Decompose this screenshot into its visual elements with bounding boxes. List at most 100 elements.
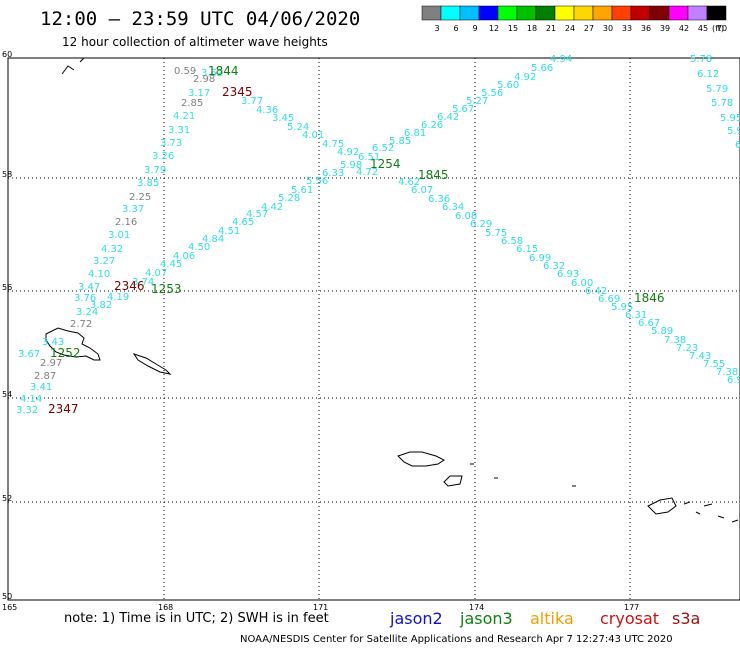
legend-swatch	[630, 5, 651, 21]
wave-height-label: 3.17	[188, 88, 210, 99]
legend-label: 70	[717, 24, 727, 33]
wave-height-label: 6.00	[571, 278, 593, 289]
pass-time-label: 1846	[634, 291, 665, 305]
wave-height-label: 6.29	[470, 219, 492, 230]
wave-height-label: 5.27	[466, 96, 488, 107]
footer-note: note: 1) Time is in UTC; 2) SWH is in fe…	[64, 611, 329, 626]
pass-time-labels: 1844 2345 1254 1845 2346 1253 1252 1846 2347	[48, 64, 665, 416]
wave-height-label: 0.59	[174, 66, 196, 77]
wave-height-label: 5.85	[389, 136, 411, 147]
wave-height-label: 6.52	[372, 143, 394, 154]
wave-height-label: 4.92	[337, 147, 359, 158]
wave-height-label: 5.95	[720, 113, 740, 124]
wave-height-label: 3.82	[90, 300, 112, 311]
wave-height-label: 2.98	[193, 74, 215, 85]
island-small-west	[132, 353, 172, 375]
wave-height-label: 3.43	[42, 337, 64, 348]
legend-label: 27	[584, 24, 594, 33]
page-subtitle: 12 hour collection of altimeter wave hei…	[62, 35, 328, 49]
wave-height-label: 4.65	[232, 217, 254, 228]
wave-height-label: 3.67	[18, 349, 40, 360]
legend-swatch	[440, 5, 461, 21]
wave-height-label: 4.32	[101, 244, 123, 255]
legend-swatch	[535, 5, 556, 21]
wave-height-label: 4.21	[173, 111, 195, 122]
wave-height-label: 6.07	[411, 185, 433, 196]
wave-height-label: 6.12	[697, 69, 719, 80]
legend-label: 24	[565, 24, 575, 33]
legend-label: 30	[603, 24, 613, 33]
legend-label: 33	[622, 24, 632, 33]
wave-height-label: 3.31	[168, 125, 190, 136]
wave-height-label: 4.36	[256, 105, 278, 116]
coastline-north	[61, 57, 85, 75]
legend-swatch	[478, 5, 499, 21]
lat-tick-label: 60	[2, 50, 12, 59]
map-gridlines: 165 168 171 174 177 60 58 56 54 52 50	[2, 50, 740, 612]
wave-height-label: 4.07	[145, 268, 167, 279]
wave-height-label: 6.93	[557, 269, 579, 280]
wave-height-label: 6.58	[501, 236, 523, 247]
wave-height-label: 2.16	[115, 217, 137, 228]
wave-height-label: 5.67	[452, 104, 474, 115]
legend-swatch	[706, 5, 727, 21]
wave-height-label: 6.9	[727, 375, 740, 386]
wave-height-label: 7.43	[689, 351, 711, 362]
wave-height-label: 3.24	[76, 307, 98, 318]
legend-swatch	[497, 5, 518, 21]
wave-height-label: 4.72	[356, 167, 378, 178]
wave-height-label: 2.25	[129, 192, 151, 203]
footer-credit: NOAA/NESDIS Center for Satellite Applica…	[240, 634, 673, 645]
legend-swatch	[592, 5, 613, 21]
legend-label: 6	[453, 24, 458, 33]
legend-swatch	[459, 5, 480, 21]
wave-height-label: 3.37	[122, 204, 144, 215]
lon-tick-label: 165	[2, 603, 17, 612]
legend-swatch	[687, 5, 708, 21]
island-east	[647, 497, 739, 523]
legend-label: 18	[527, 24, 537, 33]
wave-height-label: 6.33	[322, 168, 344, 179]
wave-height-label: 4.10	[88, 269, 110, 280]
wave-height-label: 6.69	[598, 294, 620, 305]
wave-height-label: 5.56	[306, 176, 328, 187]
wave-height-label: 5.79	[706, 84, 728, 95]
legend-swatch	[421, 5, 442, 21]
wave-height-label: 7.23	[676, 343, 698, 354]
wave-height-label: 6.51	[358, 152, 380, 163]
legend-label: 12	[489, 24, 499, 33]
wave-height-label: 5.9	[727, 126, 740, 137]
wave-height-label: 6.36	[428, 194, 450, 205]
lat-tick-label: 58	[2, 170, 12, 179]
wave-height-label: 2.87	[34, 371, 56, 382]
lat-tick-label: 50	[2, 592, 12, 601]
legend-label: 3	[434, 24, 439, 33]
wave-height-label: 3.45	[272, 113, 294, 124]
legend-unit: (ft)	[712, 24, 724, 33]
wave-height-label: 5.95	[611, 302, 633, 313]
wave-height-label: 6.34	[442, 202, 464, 213]
wave-height-label: 3.26	[152, 151, 174, 162]
wave-height-label: 5.66	[531, 63, 553, 74]
legend-label: 21	[546, 24, 556, 33]
wave-height-label: 4.14	[20, 394, 42, 405]
wave-height-label: 4.50	[188, 242, 210, 253]
wave-height-label: 4.19	[107, 292, 129, 303]
legend-label: 42	[679, 24, 689, 33]
wave-height-label: 5.60	[497, 80, 519, 91]
map-frame	[7, 57, 740, 601]
wave-height-label: 4.51	[218, 226, 240, 237]
wave-height-label: 5.89	[651, 326, 673, 337]
legend-label: 36	[641, 24, 651, 33]
page-title: 12:00 — 23:59 UTC 04/06/2020	[40, 8, 361, 30]
wave-height-label: 6.67	[638, 318, 660, 329]
wave-height-label: 5.28	[278, 193, 300, 204]
wave-height-label: 5.75	[485, 228, 507, 239]
island-west	[45, 327, 101, 361]
pass-time-label: 1253	[151, 282, 182, 296]
pass-time-label: 2346	[114, 279, 145, 293]
wave-height-label: 2.72	[70, 319, 92, 330]
lon-tick-label: 168	[158, 603, 173, 612]
wave-height-label: 3.27	[93, 256, 115, 267]
wave-height-label: 4.75	[322, 139, 344, 150]
